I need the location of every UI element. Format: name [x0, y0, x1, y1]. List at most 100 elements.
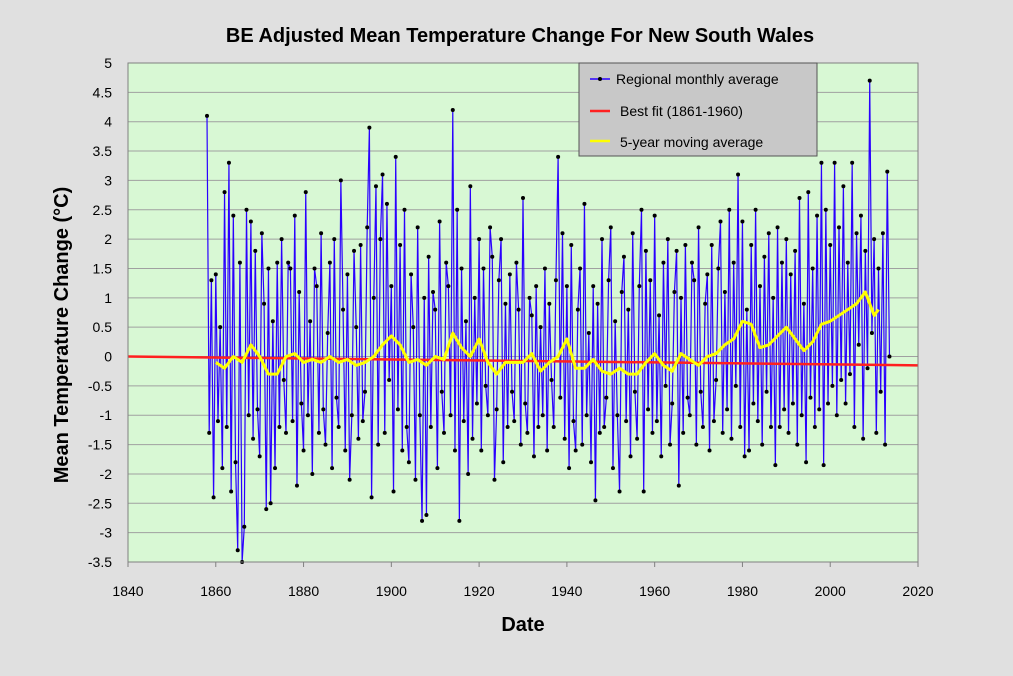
monthly-point [424, 513, 429, 518]
y-tick-label: 1.5 [93, 260, 113, 276]
monthly-point [233, 460, 238, 465]
monthly-point [799, 413, 804, 418]
monthly-point [630, 231, 635, 236]
y-tick-label: 5 [104, 55, 112, 71]
monthly-point [450, 107, 455, 112]
monthly-point [402, 207, 407, 212]
monthly-point [707, 448, 712, 453]
monthly-point [428, 424, 433, 429]
monthly-point [472, 295, 477, 300]
monthly-point [876, 266, 881, 271]
monthly-point [624, 419, 629, 424]
monthly-point [420, 518, 425, 523]
monthly-point [703, 301, 708, 306]
monthly-point [643, 248, 648, 253]
monthly-point [332, 237, 337, 242]
y-tick-label: -2.5 [88, 495, 112, 511]
monthly-point [760, 442, 765, 447]
monthly-point [856, 342, 861, 347]
monthly-point [591, 284, 596, 289]
monthly-point [378, 237, 383, 242]
monthly-point [632, 389, 637, 394]
monthly-point [242, 524, 247, 529]
monthly-point [277, 424, 282, 429]
monthly-point [852, 424, 857, 429]
monthly-point [338, 178, 343, 183]
monthly-point [788, 272, 793, 277]
y-tick-label: -3.5 [88, 554, 112, 570]
monthly-point [343, 448, 348, 453]
monthly-point [826, 401, 831, 406]
monthly-point [404, 424, 409, 429]
monthly-point [569, 242, 574, 247]
monthly-point [490, 254, 495, 259]
monthly-point [683, 242, 688, 247]
monthly-point [711, 419, 716, 424]
monthly-point [604, 395, 609, 400]
monthly-point [617, 489, 622, 494]
monthly-point [742, 454, 747, 459]
monthly-point [345, 272, 350, 277]
monthly-point [409, 272, 414, 277]
monthly-point [257, 454, 262, 459]
monthly-point [284, 430, 288, 435]
x-tick-label: 1860 [200, 583, 231, 599]
y-tick-label: 3.5 [93, 143, 113, 159]
monthly-point [600, 237, 604, 242]
monthly-point [834, 413, 839, 418]
monthly-point [556, 154, 561, 159]
monthly-point [380, 172, 385, 177]
monthly-point [582, 201, 587, 206]
monthly-point [479, 448, 484, 453]
monthly-point [323, 442, 328, 447]
monthly-point [880, 231, 885, 236]
monthly-point [341, 307, 346, 312]
monthly-point [334, 395, 339, 400]
monthly-point [685, 395, 690, 400]
plot-border [127, 62, 919, 563]
monthly-point [398, 242, 403, 247]
monthly-point [821, 463, 826, 468]
monthly-point [560, 231, 565, 236]
monthly-point [553, 278, 558, 283]
monthly-point [861, 436, 866, 441]
monthly-point [474, 401, 479, 406]
monthly-point [321, 407, 326, 412]
monthly-point [229, 489, 234, 494]
y-tick-label: -1.5 [88, 437, 112, 453]
monthly-point [494, 407, 499, 412]
monthly-point [843, 401, 848, 406]
monthly-point [887, 354, 892, 359]
monthly-point [255, 407, 260, 412]
monthly-point [709, 242, 714, 247]
monthly-point [463, 319, 468, 324]
monthly-point [650, 430, 655, 435]
monthly-point [540, 413, 545, 418]
monthly-point [501, 460, 506, 465]
monthly-point [310, 471, 315, 476]
monthly-point [804, 460, 809, 465]
monthly-point [679, 295, 683, 300]
monthly-point [220, 466, 225, 471]
monthly-point [718, 219, 723, 224]
monthly-point [758, 284, 762, 289]
monthly-point [841, 184, 846, 189]
monthly-point [384, 201, 389, 206]
monthly-point [369, 495, 374, 500]
monthly-point [483, 383, 488, 388]
monthly-point [830, 383, 835, 388]
monthly-point [744, 307, 749, 312]
monthly-point [279, 237, 284, 242]
y-tick-label: 0.5 [93, 319, 113, 335]
monthly-point [512, 419, 517, 424]
monthly-point [692, 278, 697, 283]
monthly-point [639, 207, 644, 212]
monthly-point [435, 466, 440, 471]
monthly-point [237, 260, 242, 265]
monthly-point [213, 272, 218, 277]
monthly-point [883, 442, 888, 447]
monthly-point [514, 260, 519, 265]
legend-marker-monthly [598, 77, 602, 81]
monthly-point [580, 442, 585, 447]
monthly-point [281, 378, 286, 383]
